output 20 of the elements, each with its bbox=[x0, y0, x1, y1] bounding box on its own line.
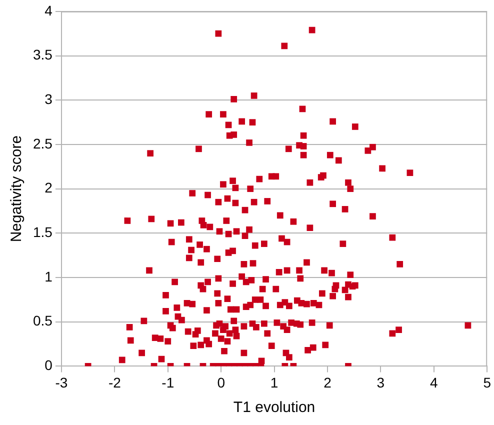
y-tick-label: 3.5 bbox=[32, 46, 53, 63]
y-tick-label: 0.5 bbox=[32, 312, 53, 329]
x-tick-label: -2 bbox=[108, 374, 122, 390]
y-tick-label: 2 bbox=[44, 180, 53, 196]
x-tick-label: 0 bbox=[217, 374, 226, 390]
x-tick-label: -1 bbox=[162, 374, 174, 390]
y-tick-label: 1.5 bbox=[32, 224, 53, 240]
x-tick-label: 5 bbox=[483, 374, 492, 390]
y-tick-label: 4 bbox=[44, 2, 53, 18]
y-tick-label: 0 bbox=[44, 357, 53, 374]
x-tick-label: 3 bbox=[376, 374, 385, 390]
y-tick-label: 2.5 bbox=[32, 135, 53, 152]
y-axis-title: Negativity score bbox=[8, 135, 26, 242]
y-tick-label: 1 bbox=[44, 268, 53, 284]
x-tick-label: 1 bbox=[270, 374, 278, 390]
x-tick-label: -3 bbox=[55, 374, 68, 390]
x-tick-label: 4 bbox=[430, 374, 438, 390]
x-axis-title: T1 evolution bbox=[233, 399, 316, 416]
x-tick-label: 2 bbox=[324, 374, 332, 390]
y-tick-label: 3 bbox=[44, 90, 53, 107]
